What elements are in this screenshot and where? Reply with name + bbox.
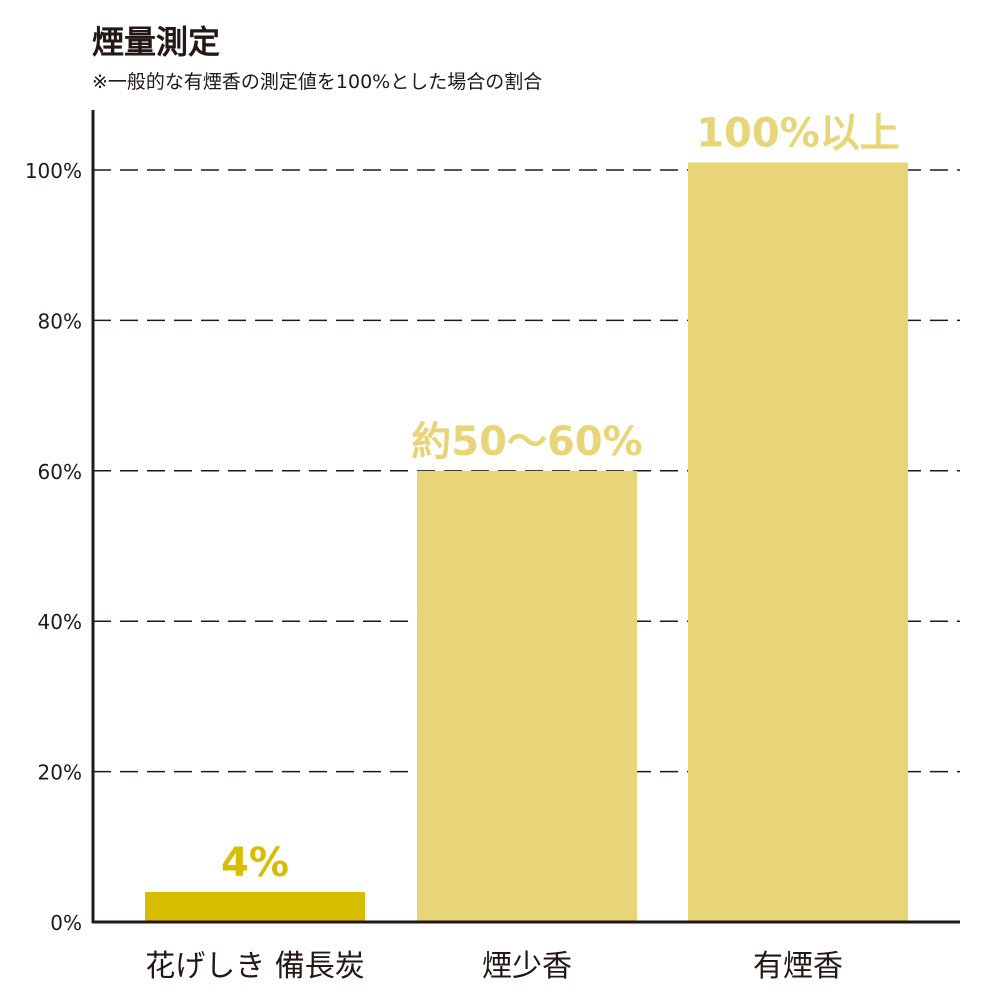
data-label: 約50〜60%	[411, 419, 642, 465]
bar	[688, 162, 908, 923]
y-tick-label: 40%	[38, 610, 82, 634]
data-label: 100%以上	[696, 110, 900, 156]
x-category-label: 有煙香	[753, 949, 843, 984]
x-category-label: 煙少香	[482, 949, 572, 984]
chart-title: 煙量測定	[92, 23, 221, 61]
y-tick-label: 20%	[38, 761, 82, 785]
x-category-label: 花げしき 備長炭	[145, 949, 365, 984]
y-tick-label: 0%	[50, 911, 82, 935]
bar	[417, 470, 637, 922]
y-tick-label: 60%	[38, 460, 82, 484]
bars	[145, 162, 908, 923]
bar	[145, 891, 365, 922]
data-label: 4%	[221, 840, 289, 886]
chart-subtitle: ※一般的な有煙香の測定値を100%とした場合の割合	[92, 71, 543, 93]
y-tick-label: 100%	[25, 159, 82, 183]
axes	[91, 110, 960, 924]
y-tick-label: 80%	[38, 309, 82, 333]
labels: 0% 20% 40% 60% 80% 100% 4% 花げしき 備長炭 約50〜60% 煙少香 10…	[25, 110, 900, 984]
